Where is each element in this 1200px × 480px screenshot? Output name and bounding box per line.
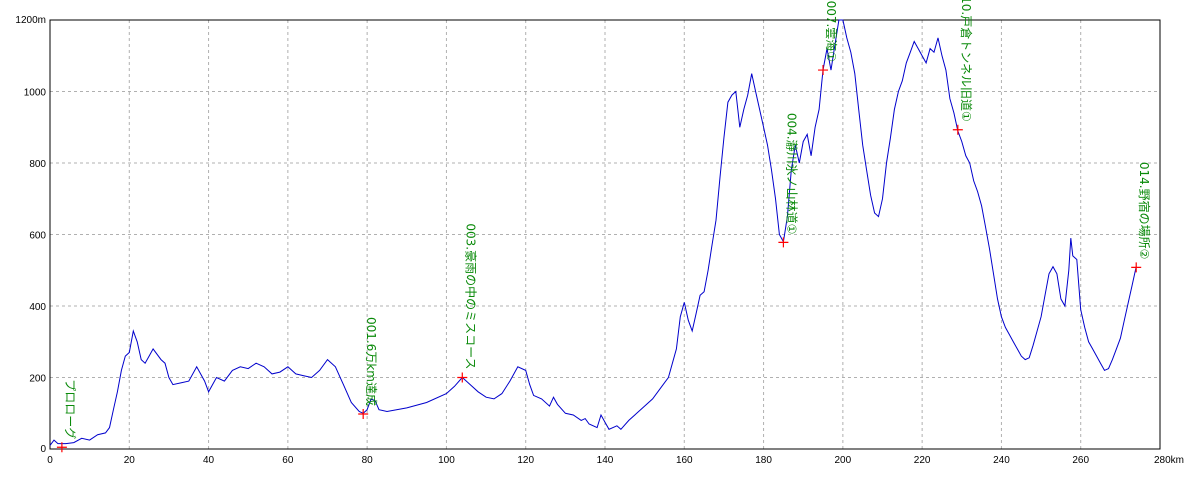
y-tick-label: 800: [29, 159, 46, 170]
x-tick-label: 20: [124, 455, 136, 466]
waypoint-marker: [56, 442, 67, 453]
x-tick-label: 260: [1072, 455, 1089, 466]
waypoint-label: 001.6万km達成: [364, 317, 378, 406]
y-tick-label: 1000: [24, 88, 47, 99]
waypoint-marker: [778, 237, 789, 248]
y-tick-label: 600: [29, 231, 46, 242]
waypoint-label: 004.瀞川氷ノ山林道①: [784, 113, 799, 234]
x-tick-label: 280km: [1154, 455, 1184, 466]
waypoint-marker: [952, 124, 963, 135]
waypoint-label: 010.戸倉トンネル旧道①: [959, 0, 974, 122]
y-tick-label: 400: [29, 302, 46, 313]
waypoint-marker: [457, 372, 468, 383]
x-tick-label: 40: [203, 455, 215, 466]
elevation-profile-line: [49, 19, 1137, 446]
y-tick-label: 200: [29, 374, 46, 385]
x-tick-label: 120: [517, 455, 534, 466]
waypoint-marker: [1131, 262, 1142, 273]
plot-frame: [49, 19, 1161, 450]
y-tick-label: 1200m: [15, 15, 46, 26]
waypoint-marker: [358, 408, 369, 419]
x-tick-label: 60: [282, 455, 294, 466]
x-tick-label: 80: [362, 455, 374, 466]
x-axis-ticks: 0 20 40 60 80 100 120 140 160 180 200 220 240 260 280k…: [47, 455, 1184, 466]
x-tick-label: 200: [835, 455, 852, 466]
grid-lines: [50, 20, 1160, 449]
x-tick-label: 0: [47, 455, 53, 466]
waypoint-label: プロローグ: [63, 379, 77, 439]
waypoint-markers: プロローグ 001.6万km達成 003.豪雨の中のミスコース 004.瀞川氷ノ山林道…: [56, 0, 1152, 453]
x-tick-label: 100: [438, 455, 455, 466]
waypoint-marker: [818, 65, 829, 76]
x-tick-label: 240: [993, 455, 1010, 466]
waypoint-label: 007.雲海①: [824, 1, 839, 62]
x-tick-label: 160: [676, 455, 693, 466]
x-tick-label: 180: [755, 455, 772, 466]
x-tick-label: 220: [914, 455, 931, 466]
waypoint-label: 014.野宿の場所②: [1137, 162, 1152, 259]
y-axis-ticks: 0 200 400 600 800 1000 1200m: [15, 15, 46, 455]
waypoint-label: 003.豪雨の中のミスコース: [463, 223, 478, 369]
y-tick-label: 0: [40, 444, 46, 455]
x-tick-label: 140: [597, 455, 614, 466]
